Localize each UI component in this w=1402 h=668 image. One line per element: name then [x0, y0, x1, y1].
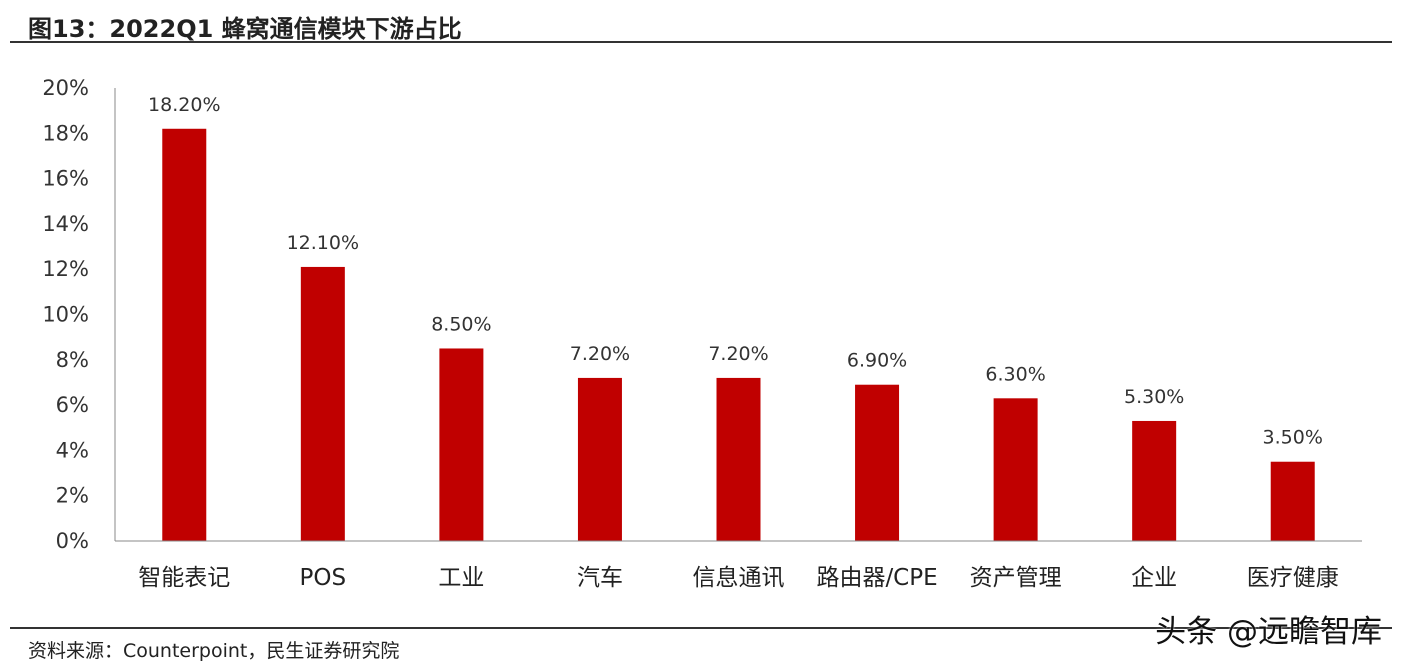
chart-title: 图13：2022Q1 蜂窝通信模块下游占比 — [28, 15, 462, 43]
y-tick-label: 16% — [42, 167, 89, 191]
y-tick-label: 20% — [42, 76, 89, 100]
bar — [439, 348, 484, 541]
bottom-divider — [10, 627, 1392, 629]
bar — [577, 377, 622, 541]
x-category-label: 资产管理 — [970, 565, 1062, 591]
y-tick-label: 2% — [56, 484, 89, 508]
watermark: 头条 @远瞻智库 — [1155, 614, 1382, 650]
bars: 18.20% 12.10% 8.50% 7.20% 7.20% 6.90% 6.30% 5.3… — [148, 94, 1323, 541]
bar-data-label: 6.30% — [985, 363, 1045, 385]
bar — [1270, 461, 1315, 541]
y-tick-label: 12% — [42, 257, 89, 281]
x-category-label: 汽车 — [577, 565, 623, 591]
x-category-label: 信息通讯 — [693, 565, 785, 591]
x-category-label: 医疗健康 — [1247, 565, 1339, 591]
bar — [993, 398, 1038, 541]
bar — [162, 128, 207, 541]
x-category-label: 企业 — [1131, 565, 1177, 591]
x-axis: 智能表记 POS 工业 汽车 信息通讯 路由器/CPE 资产管理 企业 医疗健康 — [115, 540, 1362, 591]
y-tick-label: 14% — [42, 212, 89, 236]
bar — [300, 266, 345, 541]
x-category-label: POS — [300, 565, 347, 591]
bar-data-label: 3.50% — [1263, 427, 1323, 449]
source-note: 资料来源：Counterpoint，民生证券研究院 — [28, 640, 400, 662]
bar-data-label: 12.10% — [287, 232, 359, 254]
bar-data-label: 5.30% — [1124, 386, 1184, 408]
y-tick-label: 4% — [56, 438, 89, 462]
x-category-label: 工业 — [438, 565, 484, 591]
bar-data-label: 7.20% — [570, 343, 630, 365]
top-divider — [10, 41, 1392, 43]
bar-data-label: 6.90% — [847, 350, 907, 372]
y-tick-label: 18% — [42, 121, 89, 145]
bar — [855, 384, 900, 541]
bar — [716, 377, 761, 541]
x-category-label: 智能表记 — [138, 565, 230, 591]
bar-data-label: 7.20% — [708, 343, 768, 365]
y-tick-label: 6% — [56, 393, 89, 417]
bar — [1132, 420, 1177, 541]
bar-data-label: 18.20% — [148, 94, 220, 116]
x-category-label: 路由器/CPE — [816, 565, 937, 591]
y-axis: 0% 2% 4% 6% 8% 10% 12% 14% 16% 18% 20% — [42, 76, 116, 553]
y-tick-label: 0% — [56, 529, 89, 553]
y-tick-label: 10% — [42, 303, 89, 327]
y-tick-label: 8% — [56, 348, 89, 372]
bar-data-label: 8.50% — [431, 313, 491, 335]
